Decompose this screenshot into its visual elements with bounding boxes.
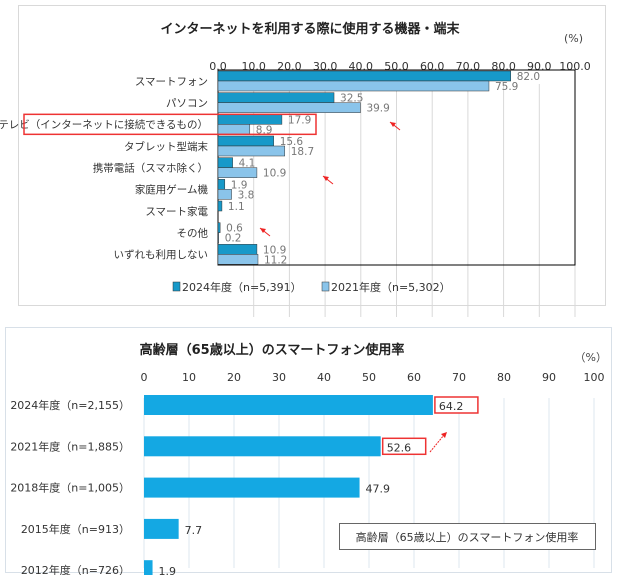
chart1-data-label: 3.8	[238, 189, 255, 201]
chart1-data-label: 10.9	[263, 244, 286, 256]
chart2-tick-label: 80	[497, 371, 511, 384]
chart1-data-label: 15.6	[280, 136, 304, 148]
chart1-data-label: 11.2	[264, 254, 287, 266]
chart1-data-label: 1.1	[228, 201, 245, 213]
chart1-bar	[217, 200, 223, 212]
chart1-data-label: 1.9	[231, 179, 248, 191]
chart1-legend-label: 2024年度（n=5,391）	[182, 280, 302, 294]
chart2-tick-label: 60	[407, 371, 421, 384]
chart1-legend-swatch	[321, 281, 330, 292]
chart1-bar	[217, 167, 258, 178]
chart2-tick-label: 10	[182, 371, 196, 384]
chart2-bar	[144, 436, 381, 457]
red-arrowhead-icon	[260, 228, 266, 233]
red-arrowhead-icon	[323, 176, 329, 181]
chart1-data-label: 75.9	[495, 81, 518, 93]
chart1-category-label: 家庭用ゲーム機	[135, 183, 209, 196]
chart2-data-label: 7.7	[185, 524, 203, 537]
chart2-bar	[144, 477, 360, 498]
chart2-tick-label: 20	[227, 371, 241, 384]
chart2-legend-label: 高齢層（65歳以上）のスマートフォン使用率	[356, 530, 579, 544]
chart2-tick-label: 50	[362, 371, 376, 384]
chart1-data-label: 17.9	[288, 114, 311, 126]
chart1-data-label: 0.6	[226, 223, 243, 235]
chart2-category-label: 2012年度（n=726）	[21, 563, 130, 575]
chart1-data-label: 39.9	[366, 103, 389, 115]
chart2-tick-label: 100	[584, 371, 605, 384]
chart2-tick-label: 70	[452, 371, 466, 384]
chart2-category-label: 2018年度（n=1,005）	[10, 481, 130, 495]
chart2-bar	[144, 518, 179, 539]
chart1-data-label: 4.1	[239, 158, 256, 170]
chart1-bar	[217, 254, 259, 265]
chart2-data-label: 64.2	[439, 400, 464, 413]
chart2-data-label: 47.9	[366, 483, 391, 496]
chart1-data-label: 32.5	[340, 93, 363, 105]
chart2-data-label: 1.9	[159, 565, 177, 575]
chart2-tick-label: 40	[317, 371, 331, 384]
red-arrowhead-icon	[441, 432, 447, 438]
chart1-data-label: 18.7	[291, 146, 314, 158]
chart2-data-label: 52.6	[387, 441, 412, 454]
chart1-bar	[217, 92, 335, 103]
chart1-bar	[217, 244, 258, 255]
chart2-category-label: 2015年度（n=913）	[21, 522, 130, 536]
chart1-bar	[217, 232, 219, 243]
chart1-legend-label: 2021年度（n=5,302）	[331, 280, 451, 294]
chart1-bar	[217, 70, 511, 82]
chart2-bar	[144, 395, 433, 415]
chart2-highlight-box	[434, 396, 479, 414]
chart1-panel	[18, 5, 606, 306]
chart1-unit: (%)	[564, 32, 583, 45]
chart2-title: 高齢層（65歳以上）のスマートフォン使用率	[140, 342, 405, 358]
chart1-data-label: 0.2	[225, 233, 242, 245]
chart1-category-label: いずれも利用しない	[114, 249, 209, 261]
chart1-title: インターネットを利用する際に使用する機器・端末	[160, 21, 460, 37]
chart1-bar	[217, 157, 233, 168]
chart1-category-label: パソコン	[166, 98, 208, 110]
chart2-highlight-box	[381, 437, 427, 456]
chart2-legend-box	[339, 523, 596, 550]
red-arrowhead-icon	[390, 122, 396, 127]
chart1-category-label: テレビ（インターネットに接続できるもの）	[0, 118, 208, 131]
chart1-bar	[217, 102, 361, 113]
chart1-highlight-box	[23, 113, 317, 136]
chart1-category-label: スマート家電	[145, 205, 208, 218]
chart1-category-label: タブレット型端末	[124, 140, 208, 153]
chart2-tick-label: 30	[272, 371, 286, 384]
chart2-category-label: 2021年度（n=1,885）	[10, 439, 130, 453]
chart1-legend-swatch	[172, 281, 181, 292]
chart1-bar	[217, 189, 232, 200]
chart1-bar	[217, 179, 226, 190]
chart1-data-label: 8.9	[256, 124, 273, 136]
chart2-bar	[144, 560, 153, 575]
chart1-bar	[217, 145, 286, 157]
chart1-data-label: 10.9	[263, 168, 286, 180]
chart1-bar	[217, 222, 221, 233]
chart1-bar	[217, 135, 274, 147]
chart1-category-label: 携帯電話（スマホ除く）	[93, 162, 208, 175]
chart1-category-label: その他	[177, 227, 209, 240]
chart2-tick-label: 0	[141, 371, 148, 384]
chart1-bar	[217, 124, 251, 135]
red-arrow-icon	[429, 434, 445, 453]
chart1-bar	[217, 114, 283, 125]
chart1-data-label: 82.0	[517, 71, 540, 83]
chart2-unit: （%）	[575, 351, 607, 364]
chart1-bar	[217, 80, 490, 92]
chart2-tick-label: 90	[542, 371, 556, 384]
chart1-category-label: スマートフォン	[135, 76, 208, 88]
chart2-category-label: 2024年度（n=2,155）	[10, 398, 130, 412]
